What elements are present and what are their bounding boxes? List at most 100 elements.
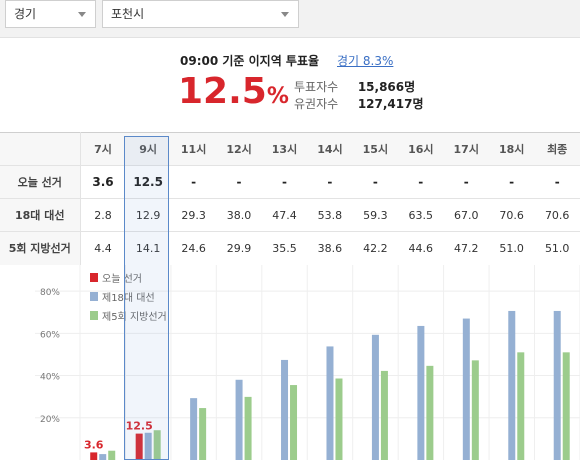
table-cell: 38.6 <box>307 231 353 265</box>
province-rate-link[interactable]: 경기 8.3% <box>337 54 394 68</box>
table-cell: 42.2 <box>352 231 399 265</box>
table-cell: 70.6 <box>534 198 580 232</box>
turnout-rate-value: 12.5 <box>178 71 267 112</box>
col-9: 9시 <box>125 132 171 166</box>
bar <box>135 433 143 460</box>
table-row: 18대 대선 2.8 12.9 29.3 38.0 47.4 53.8 59.3… <box>0 198 580 232</box>
table-cell: - <box>488 165 535 199</box>
bar <box>108 450 116 460</box>
table-cell: 14.1 <box>125 231 171 265</box>
table-cell: 24.6 <box>170 231 217 265</box>
chevron-down-icon <box>281 12 289 17</box>
table-cell: 67.0 <box>443 198 489 232</box>
eligible-value: 127,417명 <box>357 97 424 111</box>
table-corner <box>0 132 81 166</box>
legend-label: 제5회 지방선거 <box>102 311 167 323</box>
table-cell: 38.0 <box>216 198 262 232</box>
data-label: 12.5 <box>126 420 153 433</box>
col-11: 11시 <box>170 132 217 166</box>
table-row: 5회 지방선거 4.4 14.1 24.6 29.9 35.5 38.6 42.… <box>0 231 580 265</box>
row-label: 5회 지방선거 <box>0 231 81 265</box>
bar <box>380 370 388 460</box>
table-cell: 12.5 <box>125 165 171 199</box>
bar <box>335 378 343 460</box>
legend-swatch <box>90 292 98 301</box>
legend-swatch <box>90 273 98 282</box>
bar <box>326 346 334 460</box>
bar <box>371 334 379 460</box>
row-label: 오늘 선거 <box>0 165 81 199</box>
y-tick-label: 40% <box>40 373 60 383</box>
eligible-stat: 유권자수 127,417명 <box>294 95 424 112</box>
y-tick-label: 20% <box>40 415 60 425</box>
table-cell: - <box>261 165 308 199</box>
row-label: 18대 대선 <box>0 198 81 232</box>
legend-label: 오늘 선거 <box>102 273 142 285</box>
turnout-rate-unit: % <box>266 84 289 109</box>
table-cell: - <box>170 165 217 199</box>
table-cell: 3.6 <box>80 165 126 199</box>
table-cell: - <box>352 165 399 199</box>
region-select-value: 경기 <box>14 7 37 21</box>
voters-label: 투표자수 <box>294 80 339 94</box>
city-select[interactable]: 포천시 <box>102 0 299 28</box>
voters-value: 15,866명 <box>357 80 416 94</box>
table-cell: 4.4 <box>80 231 126 265</box>
table-cell: 2.8 <box>80 198 126 232</box>
chevron-down-icon <box>78 12 86 17</box>
filter-bar: 경기 포천시 <box>0 0 580 38</box>
bar <box>90 452 98 460</box>
turnout-table: 7시 9시 11시 12시 13시 14시 15시 16시 17시 18시 최종… <box>0 132 580 265</box>
table-cell: 12.9 <box>125 198 171 232</box>
voters-stat: 투표자수 15,866명 <box>294 78 415 95</box>
legend-label: 제18대 대선 <box>102 292 155 304</box>
table-header-row: 7시 9시 11시 12시 13시 14시 15시 16시 17시 18시 최종 <box>0 132 580 166</box>
table-cell: 47.4 <box>261 198 308 232</box>
table-cell: - <box>307 165 353 199</box>
bar <box>290 385 298 460</box>
bar <box>190 398 198 460</box>
col-17: 17시 <box>443 132 489 166</box>
table-cell: - <box>534 165 580 199</box>
y-tick-label: 60% <box>40 330 60 340</box>
table-cell: 29.3 <box>170 198 217 232</box>
table-cell: - <box>398 165 444 199</box>
table-cell: 44.6 <box>398 231 444 265</box>
summary-title: 09:00 기준 이지역 투표율 <box>180 54 320 68</box>
bar <box>235 379 243 460</box>
col-14: 14시 <box>307 132 353 166</box>
region-select[interactable]: 경기 <box>5 0 96 28</box>
table-cell: 35.5 <box>261 231 308 265</box>
table-cell: 47.2 <box>443 231 489 265</box>
bar <box>199 408 207 460</box>
city-select-value: 포천시 <box>111 7 145 21</box>
bar <box>417 325 425 460</box>
col-final: 최종 <box>534 132 580 166</box>
table-cell: - <box>216 165 262 199</box>
table-cell: 53.8 <box>307 198 353 232</box>
bar <box>153 430 161 460</box>
col-15: 15시 <box>352 132 399 166</box>
bar <box>562 352 570 460</box>
table-cell: 63.5 <box>398 198 444 232</box>
table-row: 오늘 선거 3.6 12.5 - - - - - - - - - <box>0 165 580 199</box>
table-cell: 29.9 <box>216 231 262 265</box>
data-label: 3.6 <box>84 438 104 451</box>
col-16: 16시 <box>398 132 444 166</box>
bar <box>144 432 152 460</box>
table-cell: 51.0 <box>488 231 535 265</box>
table-cell: - <box>443 165 489 199</box>
col-18: 18시 <box>488 132 535 166</box>
bar <box>553 310 561 460</box>
col-7: 7시 <box>80 132 126 166</box>
bar <box>471 360 479 460</box>
bar <box>244 396 252 460</box>
bar <box>99 454 107 460</box>
bar <box>508 310 516 460</box>
col-13: 13시 <box>261 132 308 166</box>
turnout-rate: 12.5% <box>178 72 289 117</box>
eligible-label: 유권자수 <box>294 97 339 111</box>
table-cell: 59.3 <box>352 198 399 232</box>
table-cell: 70.6 <box>488 198 535 232</box>
